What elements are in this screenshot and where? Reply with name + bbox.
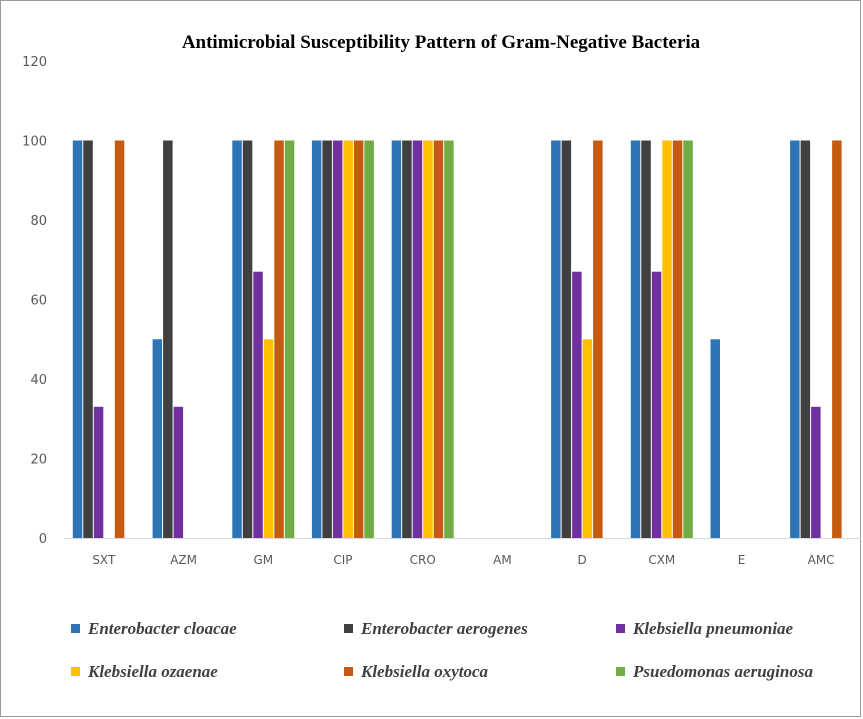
bar [832, 140, 842, 538]
bar [433, 140, 444, 538]
legend-label: Klebsiella oxytoca [360, 662, 489, 681]
bar [263, 339, 274, 539]
legend: Enterobacter cloacae Enterobacter aerogen… [71, 619, 813, 681]
bars-group [72, 140, 842, 539]
x-tick-label: SXT [92, 553, 116, 567]
bar [284, 140, 295, 538]
bar [412, 140, 423, 538]
x-tick-label: CRO [410, 553, 436, 567]
bar [582, 339, 593, 539]
x-tick-label: E [738, 553, 746, 567]
legend-swatch [616, 624, 625, 633]
bar [242, 140, 253, 538]
bar [561, 140, 572, 538]
bar [444, 140, 454, 538]
x-tick-label: CXM [648, 553, 675, 567]
bar [173, 406, 184, 538]
bar [641, 140, 651, 538]
bar [672, 140, 683, 538]
y-tick-label: 60 [30, 294, 47, 309]
bar [710, 339, 720, 539]
x-tick-label: AZM [170, 553, 197, 567]
legend-label: Psuedomonas aeruginosa [632, 662, 813, 681]
legend-swatch [344, 667, 353, 676]
bar [83, 140, 93, 538]
bar [790, 140, 800, 538]
bar [651, 271, 662, 538]
bar [322, 140, 332, 538]
legend-swatch [71, 667, 80, 676]
bar [811, 406, 821, 538]
bar [72, 140, 83, 538]
bar [364, 140, 374, 538]
bar [311, 140, 322, 538]
bar [93, 406, 104, 538]
chart-title: Antimicrobial Susceptibility Pattern of … [182, 32, 701, 53]
bar [630, 140, 641, 538]
x-axis-ticks: SXT AZM GM CIP CRO AM D CXM E AMC [92, 553, 834, 567]
legend-swatch [71, 624, 80, 633]
bar [163, 140, 173, 538]
legend-swatch [616, 667, 625, 676]
legend-label: Enterobacter aerogenes [360, 619, 528, 638]
bar [152, 339, 163, 539]
bar [274, 140, 284, 538]
bar [683, 140, 693, 538]
bar [353, 140, 364, 538]
x-tick-label: AM [493, 553, 512, 567]
x-tick-label: CIP [333, 553, 352, 567]
bar [402, 140, 412, 538]
bar [232, 140, 242, 538]
y-tick-label: 40 [30, 373, 47, 388]
y-tick-label: 120 [22, 55, 47, 70]
y-tick-label: 0 [39, 532, 47, 547]
legend-label: Enterobacter cloacae [87, 619, 237, 638]
y-tick-label: 80 [30, 214, 47, 229]
bar [662, 140, 672, 538]
bar [332, 140, 343, 538]
bar [572, 271, 582, 538]
x-tick-label: GM [253, 553, 273, 567]
x-tick-label: D [577, 553, 586, 567]
legend-label: Klebsiella pneumoniae [632, 619, 794, 638]
bar [800, 140, 811, 538]
x-tick-label: AMC [808, 553, 835, 567]
bar [343, 140, 353, 538]
legend-label: Klebsiella ozaenae [87, 662, 218, 681]
y-tick-label: 20 [30, 453, 47, 468]
bar [423, 140, 433, 538]
bar [593, 140, 603, 538]
y-axis-ticks: 0 20 40 60 80 100 120 [22, 55, 47, 547]
bar [114, 140, 125, 538]
legend-swatch [344, 624, 353, 633]
bar [391, 140, 402, 538]
bar [253, 271, 263, 538]
y-tick-label: 100 [22, 135, 47, 150]
bar [551, 140, 561, 538]
